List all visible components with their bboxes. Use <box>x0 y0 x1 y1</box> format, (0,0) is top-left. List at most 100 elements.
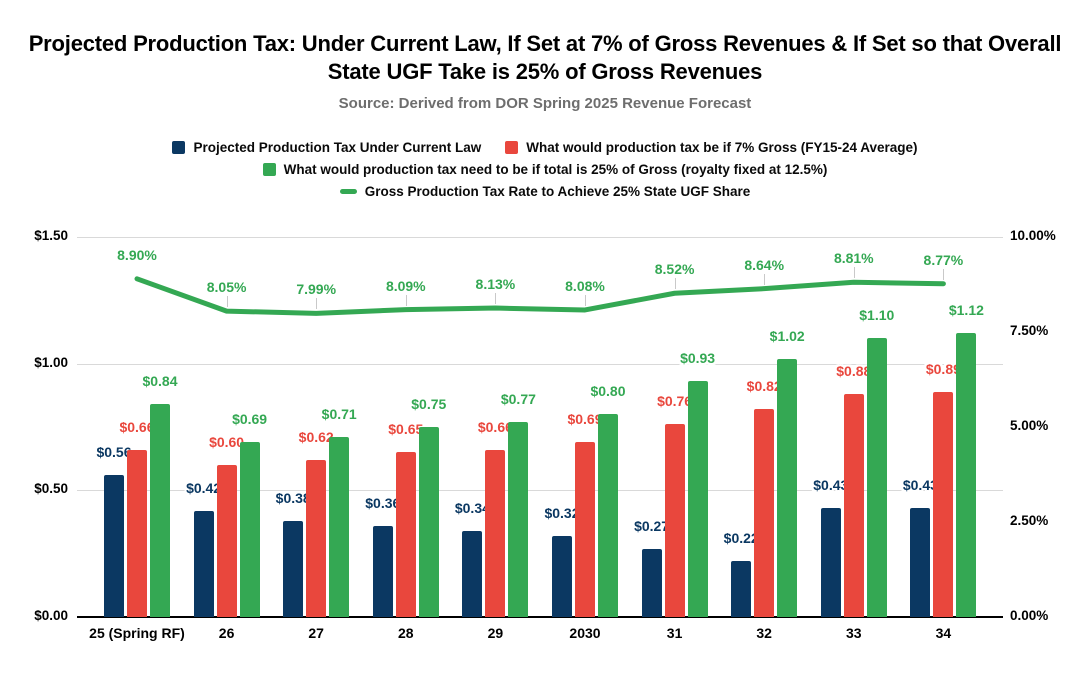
bar <box>910 508 931 617</box>
line-value-label: 8.90% <box>117 246 157 263</box>
bar <box>283 520 304 617</box>
bar-value-label: $0.43 <box>813 477 849 494</box>
x-axis-label: 2030 <box>569 625 601 641</box>
bar <box>777 358 798 617</box>
legend-row: Gross Production Tax Rate to Achieve 25%… <box>339 184 751 199</box>
bar-value-label: $0.62 <box>298 428 334 445</box>
line-value-label: 8.81% <box>833 250 874 267</box>
bar <box>127 449 147 617</box>
right-axis-tick-label: 7.50% <box>1010 323 1049 338</box>
bar-value-label: $0.56 <box>96 444 132 461</box>
line-value-label: 8.64% <box>744 256 785 273</box>
bar-value-label: $0.84 <box>142 373 178 390</box>
right-axis-tick-label: 5.00% <box>1010 418 1049 433</box>
bar <box>485 449 506 617</box>
right-axis-tick-label: 10.00% <box>1010 228 1056 243</box>
line-value-label: 7.99% <box>296 281 337 298</box>
x-axis-label: 33 <box>846 625 862 641</box>
bar <box>820 508 841 617</box>
line-value-label: 8.77% <box>923 251 964 268</box>
bar <box>866 338 887 617</box>
bar <box>575 442 595 617</box>
legend-row: What would production tax need to be if … <box>262 162 828 177</box>
bar-value-label: $0.65 <box>388 421 424 438</box>
bar-value-label: $0.88 <box>836 363 872 380</box>
bar-value-label: $1.10 <box>859 307 895 324</box>
bar <box>552 535 572 617</box>
x-axis-label: 32 <box>756 625 772 641</box>
legend: Projected Production Tax Under Current L… <box>0 140 1090 199</box>
label-leader-tick <box>943 268 945 280</box>
label-leader-tick <box>316 298 318 310</box>
legend-item: Projected Production Tax Under Current L… <box>172 140 481 155</box>
label-leader-tick <box>585 294 586 306</box>
bar <box>193 510 214 617</box>
gridline <box>77 490 1003 492</box>
bar <box>731 561 752 617</box>
legend-square-marker <box>262 163 276 176</box>
bar <box>395 452 416 617</box>
legend-square-marker <box>505 141 519 154</box>
legend-item-label: What would production tax be if 7% Gross… <box>526 140 918 155</box>
bar <box>641 548 662 617</box>
bar <box>372 525 393 617</box>
bar <box>306 459 327 617</box>
bar <box>150 404 170 617</box>
bar-value-label: $0.32 <box>544 504 580 521</box>
bar <box>598 414 618 617</box>
bar-value-label: $0.42 <box>186 479 222 496</box>
bar <box>687 381 708 617</box>
bar-value-label: $0.22 <box>723 530 759 547</box>
bar <box>104 475 124 617</box>
legend-item: Gross Production Tax Rate to Achieve 25%… <box>339 184 751 199</box>
bar <box>754 409 775 617</box>
left-axis-tick-label: $0.00 <box>34 608 68 623</box>
gridline <box>77 363 1003 365</box>
left-axis-tick-label: $1.00 <box>34 354 68 370</box>
x-axis-label: 29 <box>487 625 504 641</box>
bar-value-label: $0.69 <box>232 411 268 428</box>
bar-value-label: $0.66 <box>477 418 513 435</box>
legend-item-label: What would production tax need to be if … <box>283 162 828 177</box>
legend-item: What would production tax be if 7% Gross… <box>505 140 918 155</box>
bar-value-label: $0.38 <box>275 489 311 506</box>
label-leader-tick <box>764 273 766 285</box>
x-axis-label: 34 <box>935 625 952 641</box>
legend-item-label: Gross Production Tax Rate to Achieve 25%… <box>364 184 751 199</box>
gridline <box>77 237 1003 238</box>
bar-value-label: $0.77 <box>500 390 536 407</box>
label-leader-tick <box>226 296 228 308</box>
bar <box>843 394 864 617</box>
left-axis-tick-label: $1.50 <box>34 228 68 243</box>
bar <box>508 421 529 617</box>
bar <box>462 530 483 617</box>
bar-value-label: $0.76 <box>657 393 693 410</box>
legend-item-label: Projected Production Tax Under Current L… <box>193 140 482 155</box>
bar-value-label: $0.27 <box>634 517 670 534</box>
x-axis-line <box>77 616 1003 618</box>
bar <box>239 442 260 617</box>
chart-subtitle: Source: Derived from DOR Spring 2025 Rev… <box>338 95 752 112</box>
bar-value-label: $0.89 <box>925 360 961 377</box>
bar-value-label: $0.60 <box>209 434 245 450</box>
line-value-label: 8.13% <box>475 276 516 293</box>
legend-square-marker <box>172 141 186 154</box>
line-value-label: 8.52% <box>654 261 695 278</box>
bar-value-label: $1.02 <box>769 327 805 344</box>
bar-value-label: $0.34 <box>454 499 490 516</box>
left-axis-tick-label: $0.50 <box>34 481 68 497</box>
legend-item: What would production tax need to be if … <box>262 162 828 177</box>
bar-value-label: $0.43 <box>902 477 938 494</box>
line-value-label: 8.09% <box>385 277 426 294</box>
right-axis-tick-label: 0.00% <box>1010 608 1049 623</box>
bar <box>216 465 237 617</box>
bar <box>956 333 977 617</box>
bar-value-label: $0.80 <box>590 383 626 400</box>
x-axis-label: 28 <box>398 625 414 641</box>
bar-value-label: $0.71 <box>321 406 357 423</box>
bar-value-label: $0.66 <box>119 418 155 435</box>
right-axis-tick-label: 2.50% <box>1010 513 1049 528</box>
